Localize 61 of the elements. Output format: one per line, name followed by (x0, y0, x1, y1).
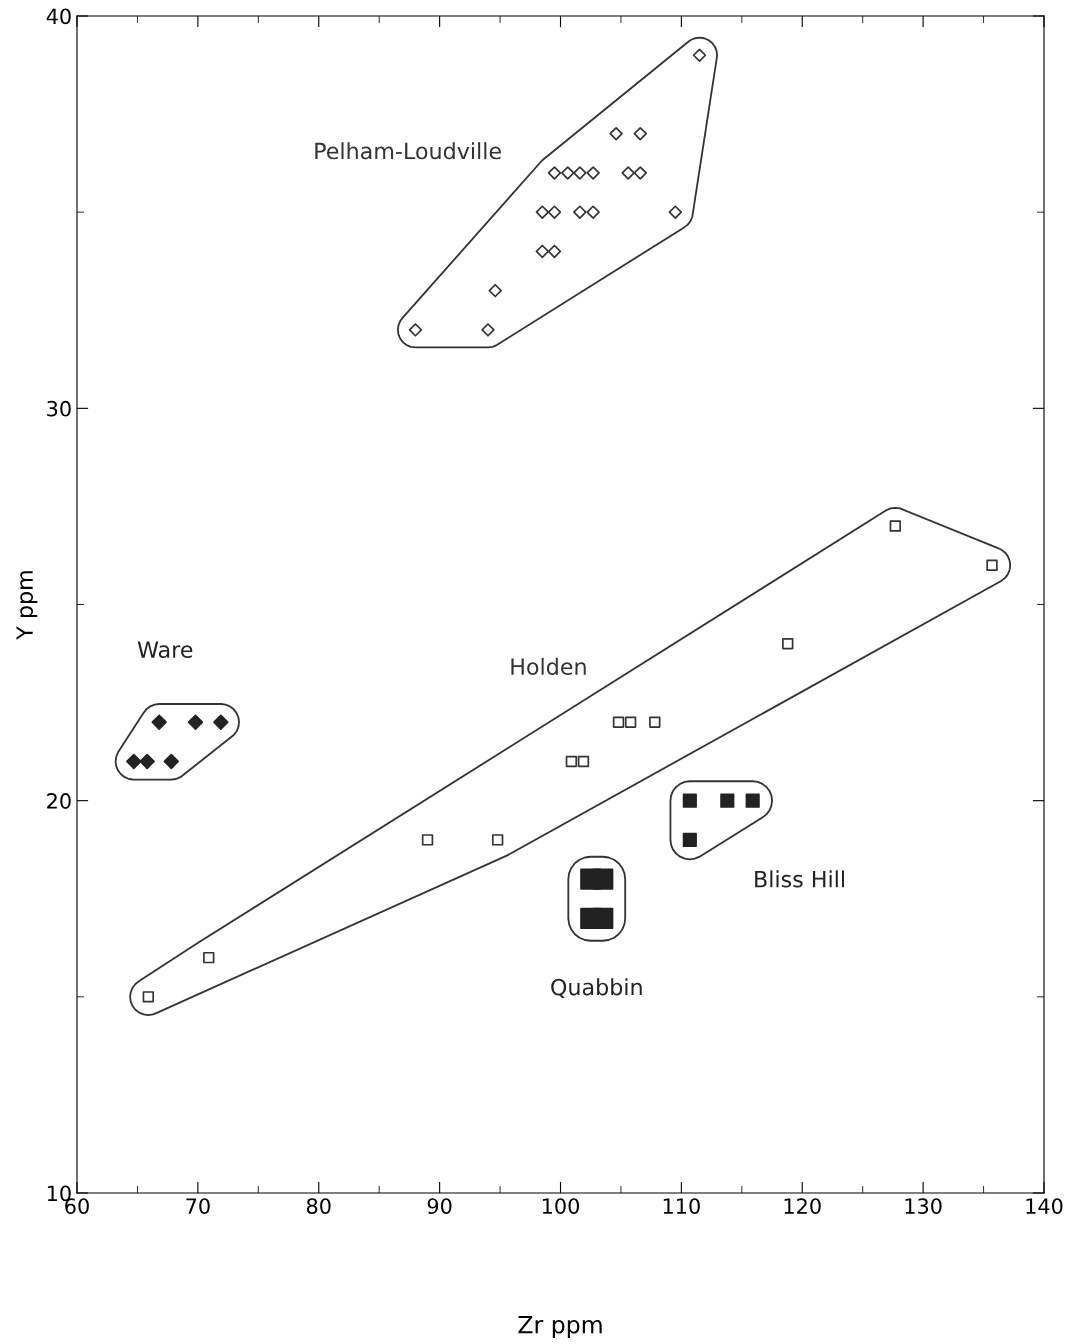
point (612, 716, 625, 728)
text: Holden (511, 657, 586, 676)
point (609, 126, 623, 141)
point (142, 991, 155, 1003)
point (633, 166, 648, 180)
point (889, 520, 902, 532)
point (633, 126, 648, 141)
x-tick-label: 80 (306, 1198, 331, 1214)
point (586, 166, 600, 180)
text: Bliss Hill (755, 870, 844, 888)
point (491, 834, 504, 846)
point (481, 323, 495, 337)
point (547, 244, 562, 259)
x-tick-label: 110 (663, 1198, 700, 1214)
text: Ware (137, 641, 193, 659)
y-tick-label: 20 (47, 793, 71, 809)
point (535, 205, 550, 219)
point (408, 323, 423, 337)
point (649, 716, 661, 728)
point (203, 951, 215, 964)
point (682, 793, 697, 808)
point (163, 753, 179, 770)
point (782, 638, 794, 650)
y-tick-label: 30 (47, 400, 71, 417)
point (682, 832, 697, 847)
text: Quabbin (551, 978, 642, 998)
x-tick-label: 70 (186, 1198, 210, 1214)
x-tick-label: 130 (905, 1198, 942, 1214)
point (586, 205, 600, 219)
x-tick-label: 120 (784, 1198, 821, 1214)
point (573, 166, 587, 180)
point (692, 48, 707, 62)
text: Pelham-Loudville (315, 142, 501, 160)
point (213, 714, 229, 730)
x-axis-title: Zr ppm (518, 1315, 602, 1339)
x-tick-label: 100 (542, 1198, 579, 1214)
point (668, 205, 683, 219)
point (126, 753, 142, 770)
x-tick-label: 90 (427, 1198, 452, 1214)
point (986, 559, 998, 571)
point (547, 166, 562, 180)
point (745, 793, 760, 808)
point (421, 834, 434, 846)
point (621, 166, 635, 180)
y-axis-title: Y ppm (16, 571, 38, 640)
point (547, 205, 562, 219)
point (592, 907, 614, 929)
point (565, 755, 578, 768)
point (151, 714, 167, 730)
point (573, 205, 587, 219)
x-tick-label: 140 (1026, 1198, 1063, 1214)
point (488, 283, 502, 298)
point (561, 166, 575, 180)
point (139, 753, 155, 770)
point (624, 716, 637, 728)
point (592, 868, 614, 890)
point (720, 793, 735, 808)
point (577, 755, 590, 768)
y-tick-label: 40 (46, 8, 71, 25)
point (187, 714, 204, 730)
point (535, 244, 550, 259)
